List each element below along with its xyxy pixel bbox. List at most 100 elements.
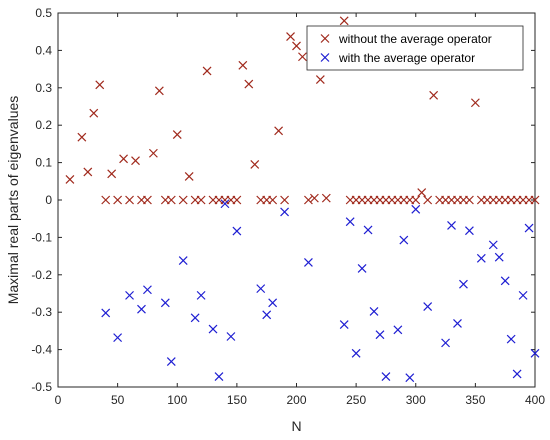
marker-with-average (530, 348, 540, 358)
marker-without-average (131, 156, 140, 166)
marker-with-average (101, 308, 111, 318)
x-axis-title: N (291, 418, 301, 434)
marker-without-average (268, 195, 278, 205)
y-axis-title: Maximal real parts of eigenvalues (5, 96, 21, 305)
legend-label-with-average: with the average operator (338, 51, 475, 65)
marker-without-average (321, 193, 331, 203)
marker-with-average (166, 357, 176, 366)
marker-with-average (178, 256, 188, 266)
marker-without-average (148, 148, 158, 158)
legend-marker-without-average (320, 34, 330, 43)
marker-without-average (274, 126, 284, 136)
marker-with-average (512, 369, 522, 379)
marker-with-average (500, 276, 510, 286)
marker-with-average (256, 284, 266, 294)
y-tick-label: 0.3 (35, 81, 52, 95)
marker-with-average (441, 338, 450, 348)
legend-label-without-average: without the average operator (338, 32, 492, 46)
x-tick-label: 300 (406, 393, 426, 407)
y-tick-label: 0.1 (35, 156, 52, 170)
marker-with-average (447, 221, 456, 230)
marker-without-average (125, 195, 134, 205)
marker-without-average (202, 66, 212, 76)
marker-with-average (494, 252, 504, 262)
legend-x-without-average (320, 34, 330, 43)
marker-with-average (399, 235, 409, 245)
marker-without-average (232, 195, 242, 205)
y-tick-label: 0 (45, 193, 52, 207)
marker-without-average (423, 195, 433, 205)
marker-without-average (315, 75, 325, 84)
marker-without-average (154, 86, 164, 96)
marker-with-average (345, 217, 355, 227)
x-tick-label: 0 (55, 393, 62, 407)
marker-with-average (262, 310, 272, 320)
legend: without the average operator with the av… (306, 25, 524, 71)
marker-with-average (304, 258, 313, 267)
marker-with-average (369, 307, 379, 316)
legend-box (306, 25, 524, 71)
marker-with-average (280, 207, 289, 217)
marker-with-average (423, 302, 433, 312)
marker-without-average (238, 60, 248, 70)
marker-without-average (166, 195, 176, 205)
marker-without-average (95, 80, 105, 90)
marker-without-average (172, 130, 182, 139)
marker-with-average (381, 372, 391, 381)
marker-without-average (119, 154, 129, 164)
marker-without-average (250, 160, 260, 169)
y-tick-label: -0.5 (31, 380, 52, 394)
marker-without-average (292, 41, 301, 51)
marker-with-average (375, 330, 385, 340)
marker-with-average (113, 333, 123, 343)
x-tick-label: 150 (227, 393, 247, 407)
marker-without-average (244, 79, 254, 89)
marker-without-average (196, 195, 206, 205)
marker-without-average (280, 195, 289, 205)
x-tick-label: 50 (111, 393, 125, 407)
marker-without-average (298, 52, 307, 62)
marker-with-average (137, 304, 146, 314)
marker-with-average (232, 226, 242, 236)
marker-with-average (459, 279, 468, 289)
marker-with-average (214, 372, 224, 381)
y-tick-label: 0.4 (35, 43, 52, 57)
marker-with-average (524, 223, 534, 233)
marker-with-average (226, 332, 236, 341)
y-tick-label: -0.4 (31, 343, 52, 357)
marker-without-average (143, 195, 152, 205)
marker-with-average (190, 313, 200, 323)
marker-without-average (464, 195, 474, 205)
data-markers (65, 16, 540, 383)
marker-without-average (339, 16, 349, 26)
y-tick-label: -0.3 (31, 305, 52, 319)
marker-with-average (476, 253, 486, 263)
marker-without-average (107, 169, 117, 179)
marker-without-average (286, 32, 295, 41)
axis-ticks: 0 50 100 150 200 250 300 350 400 0.5 0.4 0.3 0.2 0.1 0… (31, 6, 545, 407)
y-tick-label: 0.2 (35, 118, 52, 132)
y-tick-label: 0.5 (35, 6, 52, 20)
marker-without-average (530, 195, 540, 205)
marker-without-average (178, 195, 188, 205)
marker-without-average (429, 90, 439, 100)
marker-with-average (160, 298, 170, 308)
x-tick-label: 250 (346, 393, 366, 407)
marker-with-average (518, 290, 528, 300)
marker-with-average (464, 226, 474, 236)
marker-without-average (411, 195, 421, 205)
marker-without-average (309, 193, 319, 203)
marker-with-average (220, 199, 230, 209)
x-tick-label: 200 (286, 393, 306, 407)
marker-without-average (101, 195, 111, 205)
marker-without-average (417, 188, 427, 197)
marker-without-average (89, 108, 99, 118)
marker-with-average (363, 225, 373, 235)
marker-with-average (357, 264, 367, 273)
legend-x-with-average (320, 53, 330, 62)
marker-with-average (125, 290, 134, 300)
x-tick-label: 350 (465, 393, 485, 407)
marker-with-average (268, 298, 278, 308)
marker-with-average (488, 240, 498, 250)
